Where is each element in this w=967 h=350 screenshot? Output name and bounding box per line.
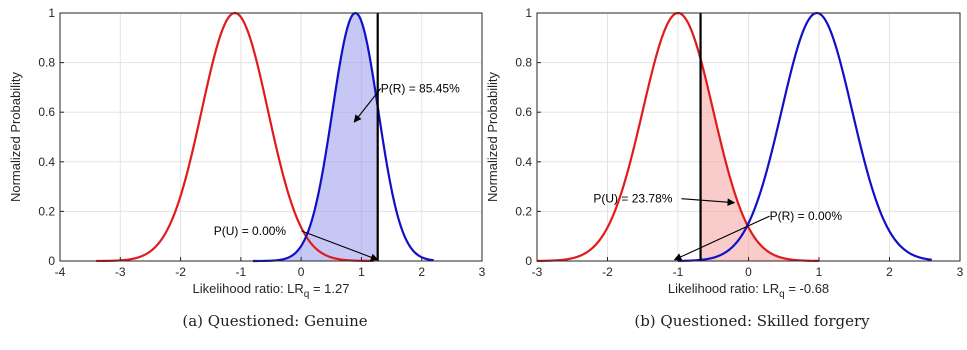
x-tick-label: 1	[816, 265, 823, 279]
y-tick-label: 0.8	[38, 56, 55, 70]
y-tick-label: 0.2	[38, 204, 55, 218]
x-tick-label: -2	[175, 265, 186, 279]
x-tick-label: 1	[358, 265, 365, 279]
x-tick-label: 0	[745, 265, 752, 279]
x-tick-label: -1	[673, 265, 684, 279]
shaded-area	[252, 13, 378, 261]
x-tick-label: 0	[298, 265, 305, 279]
x-axis-label: Likelihood ratio: LRq = -0.68	[668, 281, 829, 300]
y-tick-label: 0.4	[38, 155, 55, 169]
y-tick-label: 0.4	[515, 155, 532, 169]
annotation-arrow	[673, 215, 770, 261]
x-axis-label: Likelihood ratio: LRq = 1.27	[193, 281, 350, 300]
x-tick-label: -4	[55, 265, 66, 279]
annotation-arrow	[353, 88, 382, 123]
y-tick-label: 0.2	[515, 204, 532, 218]
x-tick-label: -3	[115, 265, 126, 279]
x-axis-label-subscript: q	[779, 289, 785, 300]
x-tick-label: 2	[886, 265, 893, 279]
series-line-1	[252, 11, 434, 263]
annotation-arrow	[301, 230, 379, 261]
caption-b: (b) Questioned: Skilled forgery	[634, 312, 870, 330]
annotation-arrow	[681, 198, 736, 207]
y-tick-label: 0.6	[38, 105, 55, 119]
x-axis-label-value: = 1.27	[309, 281, 349, 296]
annotation-label: P(R) = 0.00%	[770, 209, 843, 223]
annotation-label: P(U) = 0.00%	[214, 224, 287, 238]
y-tick-label: 1	[48, 6, 55, 20]
caption-a: (a) Questioned: Genuine	[182, 312, 368, 330]
chart-panel-a: -4 -3 -2 -1 0 1 2 3 0 0.2 0.4 0.6 0.8 1 Likelihood rat…	[8, 6, 486, 300]
y-tick-label: 0	[525, 254, 532, 268]
x-tick-label: -2	[602, 265, 613, 279]
axes-frame	[59, 12, 483, 262]
x-tick-label: 3	[957, 265, 964, 279]
x-axis-label-main: Likelihood ratio: LR	[193, 281, 304, 296]
y-axis-label: Normalized Probability	[485, 71, 500, 202]
shaded-area	[700, 58, 819, 262]
chart-panel-b: -3 -2 -1 0 1 2 3 0 0.2 0.4 0.6 0.8 1 Likelihood ratio…	[485, 6, 964, 300]
x-axis-label-main: Likelihood ratio: LR	[668, 281, 779, 296]
x-axis-label-subscript: q	[304, 289, 310, 300]
x-tick-label: 2	[418, 265, 425, 279]
y-tick-label: 0.6	[515, 105, 532, 119]
x-tick-label: -3	[532, 265, 543, 279]
x-tick-label: -1	[236, 265, 247, 279]
x-axis-label-value: = -0.68	[785, 281, 829, 296]
y-tick-label: 1	[525, 6, 532, 20]
y-tick-label: 0.8	[515, 56, 532, 70]
y-tick-label: 0	[48, 254, 55, 268]
annotation-label: P(U) = 23.78%	[593, 192, 672, 206]
x-tick-label: 3	[479, 265, 486, 279]
y-axis-label: Normalized Probability	[8, 71, 23, 202]
series-line-1	[677, 11, 932, 262]
annotation-label: P(R) = 85.45%	[381, 81, 460, 95]
